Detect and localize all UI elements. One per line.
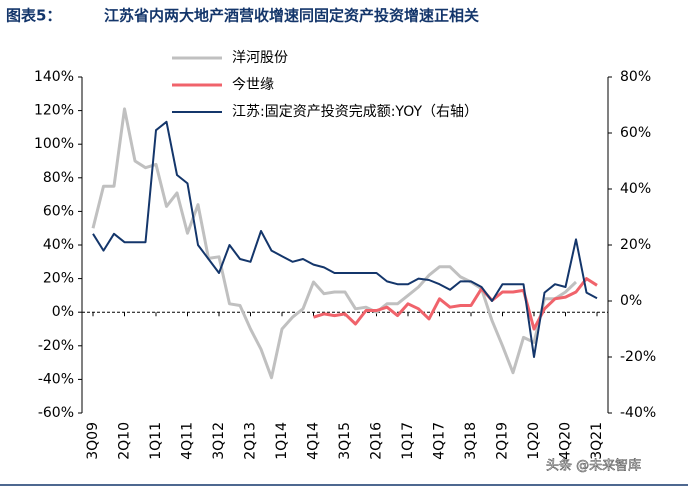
x-tick-label: 2Q16 — [369, 422, 385, 460]
y-tick-label: -20% — [38, 338, 74, 354]
x-tick-label: 1Q14 — [274, 422, 290, 460]
legend-label: 江苏:固定资产投资完成额:YOY（右轴） — [232, 104, 478, 120]
x-tick-label: 4Q20 — [558, 422, 574, 460]
y2-tick-label: 80% — [620, 69, 651, 85]
x-tick-label: 2Q19 — [495, 422, 511, 460]
x-tick-label: 1Q20 — [526, 422, 542, 460]
figure-label: 图表5： — [6, 7, 61, 25]
y2-tick-label: 60% — [620, 125, 651, 141]
y-tick-label: 40% — [43, 237, 74, 253]
x-tick-label: 3Q21 — [589, 422, 605, 460]
y-tick-label: 60% — [43, 203, 74, 219]
x-tick-label: 4Q17 — [432, 422, 448, 460]
x-tick-label: 2Q13 — [243, 422, 259, 460]
chart-title: 江苏省内两大地产酒营收增速同固定资产投资增速正相关 — [104, 7, 479, 25]
series-line — [92, 120, 598, 358]
y2-tick-label: -20% — [620, 349, 656, 365]
series-line — [91, 107, 578, 380]
y2-tick-label: 0% — [620, 293, 642, 309]
y-tick-label: 140% — [34, 69, 74, 85]
y-tick-label: 120% — [34, 103, 74, 119]
y-tick-label: 100% — [34, 136, 74, 152]
y-tick-label: 80% — [43, 170, 74, 186]
x-tick-label: 3Q09 — [85, 422, 101, 460]
x-tick-label: 2Q10 — [117, 422, 133, 460]
y-tick-label: 20% — [43, 271, 74, 287]
x-tick-label: 3Q12 — [211, 422, 227, 460]
y2-tick-label: 40% — [620, 181, 651, 197]
y2-tick-label: 20% — [620, 237, 651, 253]
x-tick-label: 3Q18 — [463, 422, 479, 460]
x-tick-label: 4Q11 — [180, 422, 196, 460]
x-tick-label: 1Q11 — [148, 422, 164, 460]
x-tick-label: 3Q15 — [337, 422, 353, 460]
y2-tick-label: -40% — [620, 405, 656, 421]
y-tick-label: -60% — [38, 405, 74, 421]
x-tick-label: 4Q14 — [306, 422, 322, 460]
watermark: 头条 @未来智库 — [546, 458, 641, 474]
y-tick-label: 0% — [52, 304, 74, 320]
legend-label: 今世缘 — [232, 77, 274, 93]
series-line — [313, 277, 598, 331]
x-tick-label: 1Q17 — [400, 422, 416, 460]
y-tick-label: -40% — [38, 371, 74, 387]
legend-label: 洋河股份 — [232, 50, 288, 66]
